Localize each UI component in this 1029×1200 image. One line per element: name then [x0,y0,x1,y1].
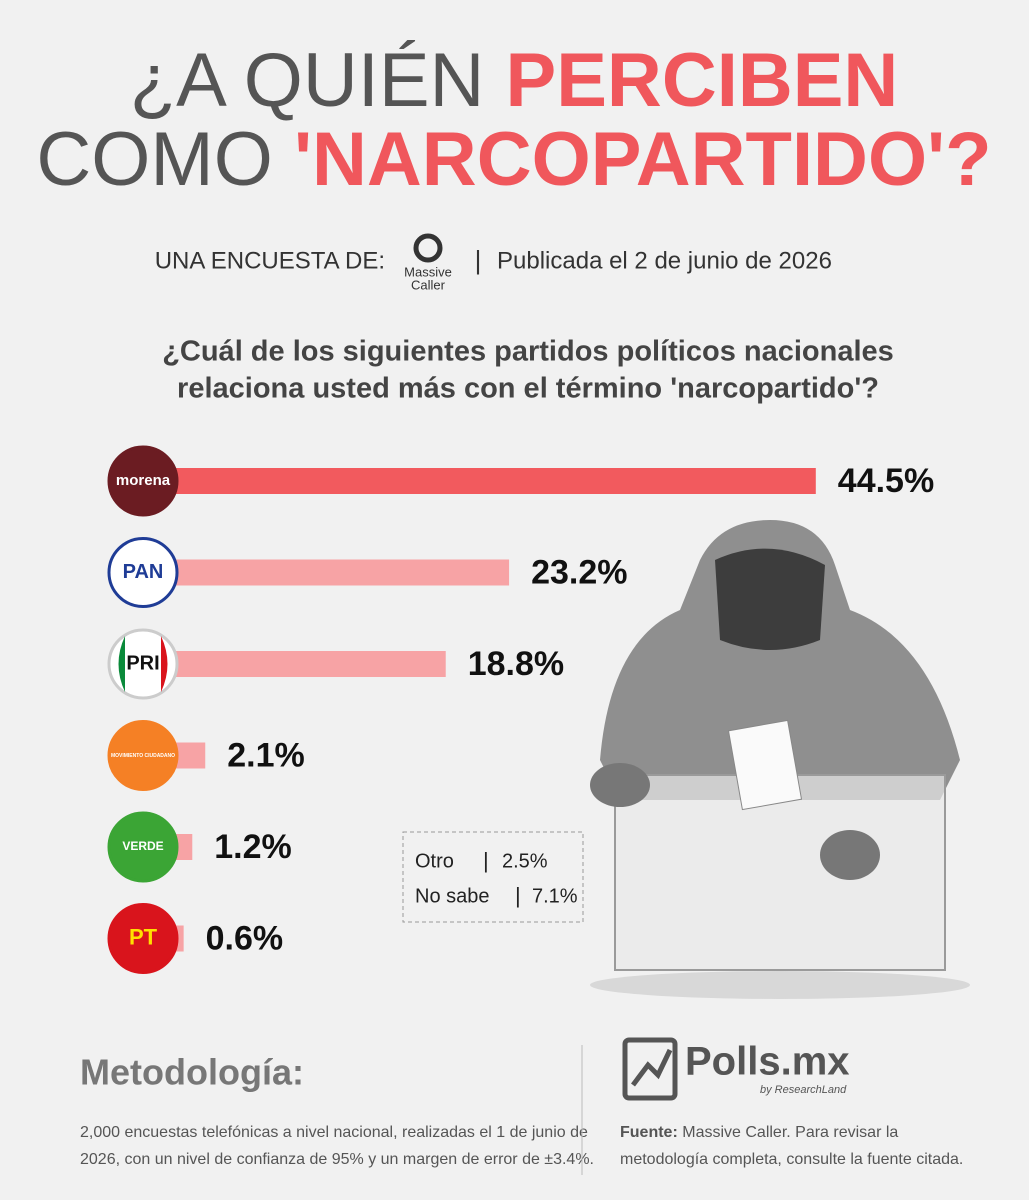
title-line-2: COMO 'NARCOPARTIDO'? [36,117,991,202]
value-label: 23.2% [531,553,627,591]
party-name: MOVIMIENTO CIUDADANO [111,753,175,759]
party-logo [107,445,179,517]
logo-icon [413,233,443,263]
value-label: 44.5% [838,462,934,500]
source-text: Fuente: Massive Caller. Para revisar la [620,1124,898,1141]
brand-icon [622,1037,678,1101]
title-part: COMO [36,117,294,202]
methodology-text: 2026, con un nivel de confianza de 95% y… [80,1151,594,1168]
party-logo [107,537,179,608]
brand-name: Polls.mx [685,1040,850,1084]
others-box [402,831,584,923]
brand-tagline: by ResearchLand [760,1084,847,1096]
title-part: 'NARCOPARTIDO'? [294,117,992,202]
party-name: PRI [126,652,159,674]
party-logo [107,720,179,791]
value-label: 0.6% [206,919,284,957]
logo-stripe [118,636,125,692]
party-name: PT [129,924,158,949]
published: Publicada el 2 de junio de 2026 [497,247,832,274]
bar [175,651,446,677]
question: ¿Cuál de los siguientes partidos polític… [162,336,894,368]
other-label: No sabe [415,885,490,907]
methodology-title: Metodología: [80,1052,304,1093]
logo-text: Caller [411,277,446,292]
value-label: 1.2% [214,828,292,866]
others-list: Otro | 2.5% No sabe | 7.1% [415,848,578,908]
value-label: 2.1% [227,736,304,774]
bar [175,559,510,586]
party-name: VERDE [122,839,163,853]
bar [175,925,184,952]
bar [175,742,206,769]
other-sep: | [483,848,489,873]
bar-chart: morena 44.5% PAN 23.2% PRI 18.8% MOVIMIENTO CI… [107,445,934,974]
survey-by: UNA ENCUESTA DE: [155,247,385,274]
source-label: Fuente: [620,1124,678,1141]
other-value: 7.1% [532,885,578,907]
methodology-text: 2,000 encuestas telefónicas a nivel naci… [80,1124,588,1141]
logo-stripe [161,636,168,692]
brand-icon-line [631,1048,673,1087]
title-part: PERCIBEN [506,38,899,123]
separator: | [475,245,482,275]
title-part: ¿A QUIÉN [130,38,506,123]
value-label: 18.8% [468,645,564,683]
source-line: Massive Caller. Para revisar la [682,1124,898,1141]
illustration [590,520,970,999]
party-logo [107,628,179,700]
logo-text: Massive [404,264,452,279]
bar [175,468,816,494]
other-value: 2.5% [502,850,548,872]
other-sep: | [515,883,521,908]
title-line-1: ¿A QUIÉN PERCIBEN [130,38,899,123]
party-name: PAN [123,561,164,583]
question: relaciona usted más con el término 'narc… [177,373,879,405]
source-text: metodología completa, consulte la fuente… [620,1151,963,1168]
party-logo [107,811,179,883]
other-label: Otro [415,850,454,872]
party-name: morena [116,472,171,489]
bar [175,834,193,860]
party-logo [107,903,179,974]
